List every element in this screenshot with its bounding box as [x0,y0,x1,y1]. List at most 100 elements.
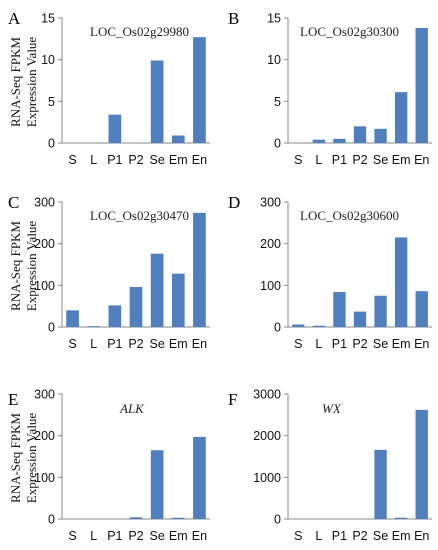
gene-label: LOC_Os02g29980 [90,24,189,39]
bar-en [193,37,206,143]
y-tick-label: 3000 [253,388,281,402]
y-tick-label: 10 [41,53,55,67]
bar-l [87,326,101,327]
x-tick-label: L [90,529,97,543]
gene-label: LOC_Os02g30600 [300,208,399,223]
x-tick-label: Se [373,153,388,167]
y-axis-label-line-2: Expression Value [24,221,39,312]
x-tick-label: Em [169,153,188,167]
x-tick-label: Se [373,529,388,543]
bar-en [193,212,206,327]
x-tick-label: Em [392,153,411,167]
y-tick-label: 0 [48,321,55,335]
x-tick-label: P1 [332,529,347,543]
y-tick-label: 5 [48,95,55,109]
bar-se [150,60,164,143]
x-tick-label: Se [149,153,164,167]
x-tick-label: P1 [107,337,122,351]
gene-label: WX [322,401,342,416]
bar-p1 [333,292,346,327]
x-tick-label: En [192,153,207,167]
bar-en [415,409,428,519]
bar-se [150,253,164,327]
x-tick-label: S [68,529,76,543]
bar-en [415,28,428,143]
panel-letter: B [228,9,239,28]
x-tick-label: L [315,337,322,351]
panel-letter: D [228,193,240,212]
y-tick-label: 0 [48,513,55,527]
bar-em [171,273,185,327]
x-tick-label: Em [392,529,411,543]
x-tick-label: En [414,337,429,351]
y-tick-label: 15 [267,12,281,26]
y-tick-label: 200 [34,237,55,251]
x-tick-label: En [192,337,207,351]
y-tick-label: 1000 [253,471,281,485]
bar-se [374,295,387,327]
y-tick-label: 300 [34,388,55,402]
x-tick-label: Em [169,337,188,351]
x-tick-label: L [315,529,322,543]
x-tick-label: P2 [352,529,367,543]
bar-p2 [129,517,143,519]
y-tick-label: 100 [34,471,55,485]
panel-letter: A [8,9,21,28]
bar-s [292,324,305,327]
gene-label: ALK [119,401,145,416]
bar-p1 [108,114,122,143]
bar-em [394,517,408,519]
bar-p1 [333,138,346,143]
x-tick-label: S [294,529,302,543]
y-tick-label: 200 [34,429,55,443]
gene-label: LOC_Os02g30300 [300,24,399,39]
y-axis-label-line-1: RNA-Seq FPKM [8,221,23,311]
y-tick-label: 15 [41,12,55,26]
x-tick-label: P2 [128,153,143,167]
y-tick-label: 5 [274,95,281,109]
x-tick-label: P1 [107,153,122,167]
y-axis-label-row-2: RNA-Seq FPKM Expression Value [8,221,39,312]
y-tick-label: 100 [34,279,55,293]
x-tick-label: L [315,153,322,167]
x-tick-label: P2 [352,153,367,167]
bar-p2 [129,287,143,327]
panel-letter: C [8,193,19,212]
x-tick-label: Se [149,529,164,543]
bar-l [312,139,326,143]
y-tick-label: 0 [274,513,281,527]
y-axis-label-row-1: RNA-Seq FPKM Expression Value [8,37,39,128]
x-tick-label: En [414,153,429,167]
x-tick-label: L [90,153,97,167]
bar-en [415,291,428,327]
y-tick-label: 200 [260,237,281,251]
y-axis-label-line-2: Expression Value [24,413,39,504]
bar-p2 [353,126,367,143]
bar-p2 [353,311,367,327]
y-tick-label: 2000 [253,429,281,443]
panel-d: D LOC_Os02g30600 0 100 200 300 S L P1 P2 Se Em En [228,193,432,351]
y-tick-label: 10 [267,53,281,67]
x-tick-label: P1 [332,153,347,167]
y-tick-label: 0 [274,321,281,335]
y-tick-label: 0 [48,137,55,151]
x-tick-label: P1 [107,529,122,543]
bar-en [193,436,206,519]
x-tick-label: P2 [352,337,367,351]
x-tick-label: Em [169,529,188,543]
x-tick-label: En [414,529,429,543]
y-axis-label-row-3: RNA-Seq FPKM Expression Value [8,413,39,504]
bar-s [66,310,79,327]
x-tick-label: S [68,153,76,167]
y-axis-label-line-1: RNA-Seq FPKM [8,413,23,503]
x-tick-label: S [294,337,302,351]
x-tick-label: S [68,337,76,351]
bar-em [394,237,408,327]
x-tick-label: Se [373,337,388,351]
y-tick-label: 0 [274,137,281,151]
bar-p1 [108,305,122,327]
x-tick-label: P2 [128,337,143,351]
bar-se [150,450,164,519]
bar-se [374,128,387,143]
